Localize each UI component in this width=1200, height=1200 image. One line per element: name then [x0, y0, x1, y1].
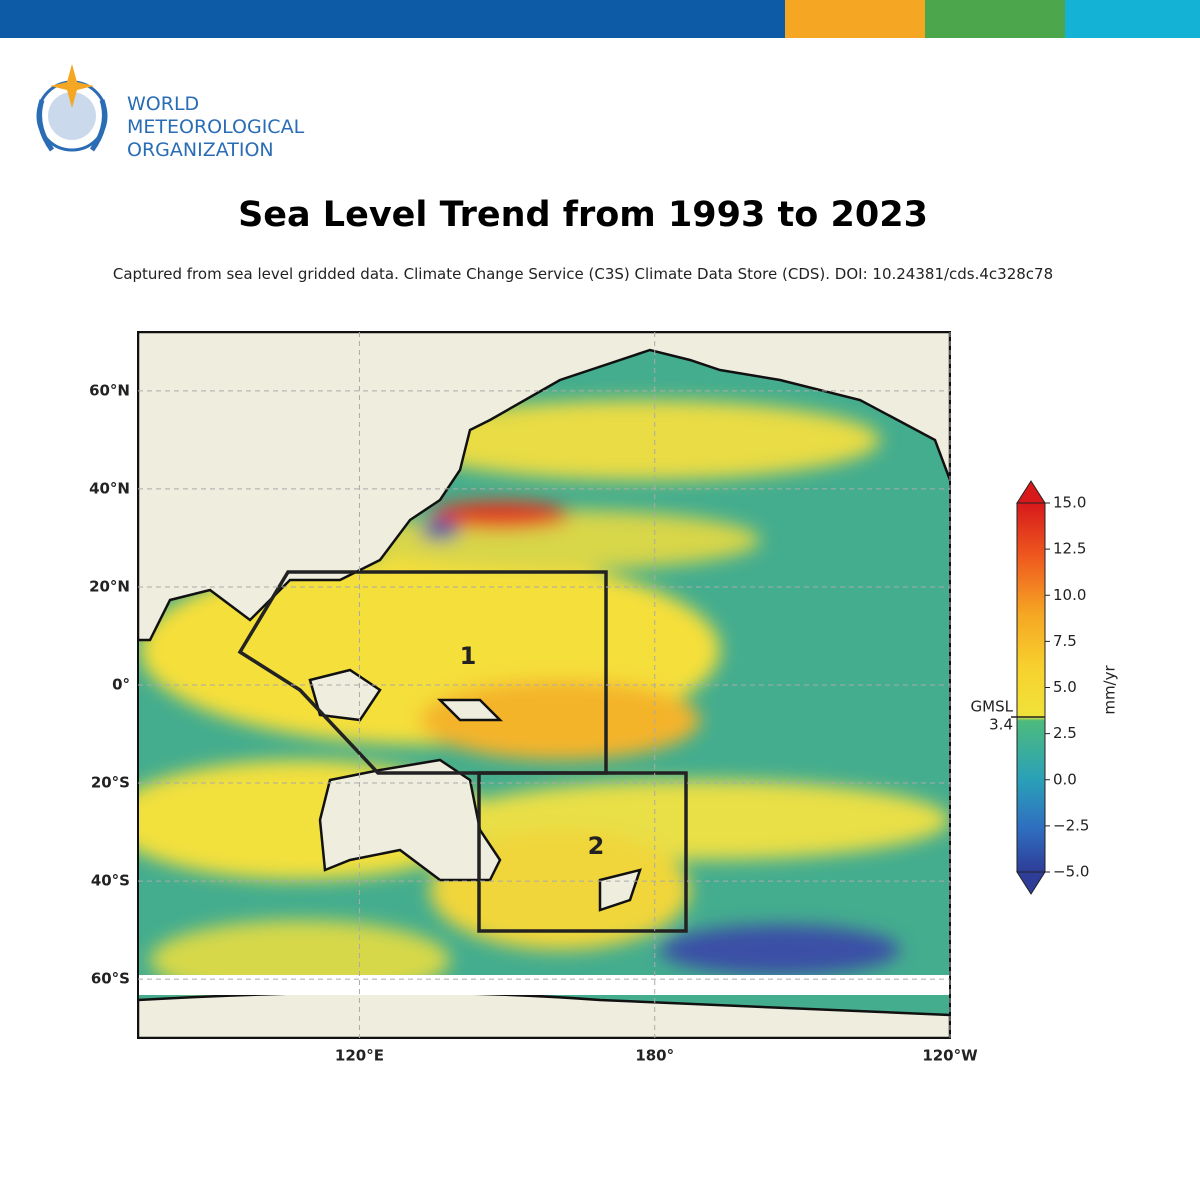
stripe: [925, 0, 1065, 38]
gmsl-label: GMSL: [971, 698, 1014, 716]
logo: [36, 64, 108, 152]
colorbar-tick-label: 5.0: [1053, 678, 1077, 696]
colorbar-tick-label: 15.0: [1053, 494, 1086, 512]
region-box: [477, 771, 688, 933]
x-tick-label: 120°E: [335, 1047, 384, 1065]
chart-subtitle: Captured from sea level gridded data. Cl…: [113, 265, 1053, 283]
stripe: [1065, 0, 1200, 38]
colorbar-min-arrow: [1016, 871, 1046, 895]
colorbar-tick-label: 0.0: [1053, 770, 1077, 788]
y-tick-label: 60°N: [89, 381, 130, 399]
org-name: ORGANIZATION: [127, 139, 274, 161]
org-name: WORLD: [127, 93, 199, 115]
region-box: [237, 570, 608, 775]
colorbar-tick-label: 12.5: [1053, 540, 1086, 558]
y-tick-label: 60°S: [91, 970, 130, 988]
chart-title: Sea Level Trend from 1993 to 2023: [238, 195, 928, 235]
colorbar-tick-label: −2.5: [1053, 816, 1089, 834]
x-tick-label: 180°: [635, 1047, 674, 1065]
y-tick-label: 40°S: [91, 872, 130, 890]
colorbar-max-arrow: [1016, 480, 1046, 504]
stripe: [785, 0, 925, 38]
colorbar-tick-label: 7.5: [1053, 632, 1077, 650]
gmsl-value: 3.4: [989, 716, 1013, 734]
colorbar-tick-label: 2.5: [1053, 724, 1077, 742]
y-tick-label: 0°: [112, 676, 130, 694]
region-label: 1: [460, 642, 477, 670]
colorbar-label: mm/yr: [1101, 665, 1119, 715]
y-tick-label: 20°S: [91, 774, 130, 792]
colorbar-tick-label: −5.0: [1053, 863, 1089, 881]
x-tick-label: 120°W: [922, 1047, 978, 1065]
colorbar-tick-label: 10.0: [1053, 586, 1086, 604]
region-label: 2: [588, 832, 605, 860]
org-name: METEOROLOGICAL: [127, 116, 305, 138]
y-tick-label: 40°N: [89, 479, 130, 497]
colorbar-body: [1016, 502, 1046, 873]
y-tick-label: 20°N: [89, 577, 130, 595]
stripe: [0, 0, 785, 38]
